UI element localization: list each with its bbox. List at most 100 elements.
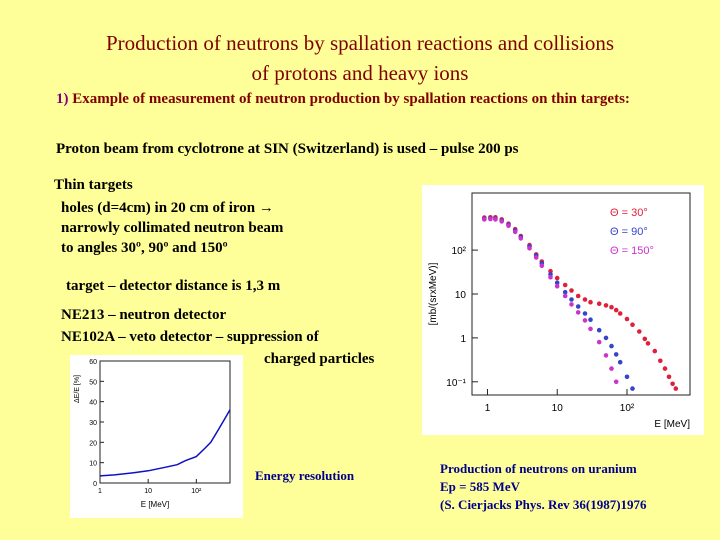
y-tick-label: 50 (89, 379, 97, 386)
neutron-spectrum-svg: 1 10 10² 10⁻¹ 1 10 10² E [MeV] [mb/(srxMeV)] Θ = … (428, 192, 691, 430)
data-point (562, 293, 568, 299)
data-point (658, 358, 663, 364)
data-point (670, 381, 675, 387)
y-tick-label: 10² (452, 246, 467, 257)
data-point (582, 318, 588, 323)
x-axis-label: E [MeV] (654, 419, 690, 430)
data-point (603, 353, 609, 358)
data-point (662, 366, 668, 371)
data-point (554, 275, 560, 281)
x-tick-label: 1 (98, 488, 102, 495)
y-tick-label: 0 (93, 481, 97, 488)
legend-entry: Θ = 30° (610, 207, 648, 219)
data-point (588, 317, 593, 322)
detector-line-1: NE213 – neutron detector (61, 307, 227, 323)
intro-number: 1) (56, 91, 69, 107)
data-point (637, 329, 642, 334)
data-point (624, 374, 630, 380)
data-point (582, 297, 588, 302)
data-point (588, 299, 593, 305)
production-caption-1: Production of neutrons on uranium (440, 461, 637, 476)
title-line-1: Production of neutrons by spallation rea… (106, 31, 614, 55)
x-tick-label: 1 (485, 403, 491, 414)
data-point (588, 326, 593, 332)
data-point (512, 229, 518, 235)
data-point (548, 275, 553, 280)
thin-targets-line-3: to angles 30º, 90º and 150º (61, 240, 228, 256)
data-point (506, 223, 511, 228)
production-caption-3: (S. Cierjacks Phys. Rev 36(1987)1976 (440, 497, 647, 512)
data-point (617, 311, 623, 316)
data-point (569, 297, 574, 302)
data-point (596, 301, 602, 306)
data-point (533, 255, 539, 260)
data-point (562, 282, 568, 288)
data-point (539, 263, 545, 269)
data-point (613, 379, 619, 385)
data-point (493, 217, 498, 222)
data-point (652, 348, 658, 354)
data-point (609, 366, 614, 371)
y-axis-label: ΔE/E [%] (74, 375, 81, 403)
y-tick-label: 10⁻¹ (446, 378, 466, 389)
data-point (554, 280, 560, 286)
intro-text: Example of measurement of neutron produc… (72, 91, 630, 107)
plot-frame (99, 360, 231, 484)
detector-line-2: NE102A – veto detector – suppression of (61, 329, 319, 345)
data-point (603, 335, 609, 341)
data-point (488, 216, 493, 222)
data-point (548, 268, 553, 274)
legend-entry: Θ = 150° (610, 245, 654, 257)
y-tick-label: 60 (89, 359, 97, 366)
energy-resolution-caption: Energy resolution (255, 468, 355, 483)
energy-resolution-chart: 0 10 20 30 40 50 60 1 10 10² E [MeV] ΔE/E [%] (70, 355, 243, 518)
x-tick-label: 10² (191, 488, 202, 495)
y-tick-label: 20 (89, 440, 97, 447)
data-point (630, 386, 635, 391)
data-point (554, 284, 560, 289)
title-line-2: of protons and heavy ions (251, 61, 469, 85)
data-point (673, 386, 679, 391)
data-point (499, 219, 504, 224)
y-tick-label: 40 (89, 400, 97, 407)
y-tick-label: 10 (89, 461, 97, 468)
y-axis-label: [mb/(srxMeV)] (428, 262, 439, 325)
thin-targets-line-1: holes (d=4cm) in 20 cm of iron → (61, 200, 274, 216)
data-point (518, 236, 524, 241)
page-title: Production of neutrons by spallation rea… (0, 28, 720, 88)
data-point (569, 288, 574, 293)
data-point (645, 341, 651, 346)
data-point (613, 352, 619, 357)
energy-resolution-svg: 0 10 20 30 40 50 60 1 10 10² E [MeV] ΔE/E [%] (74, 359, 231, 509)
data-point (613, 307, 619, 313)
neutron-spectrum-chart: 1 10 10² 10⁻¹ 1 10 10² E [MeV] [mb/(srxMeV)] Θ = … (422, 185, 704, 435)
distance-text: target – detector distance is 1,3 m (66, 278, 281, 294)
thin-targets-line-2: narrowly collimated neutron beam (61, 220, 284, 236)
data-point (575, 310, 581, 315)
thin-targets-heading: Thin targets (54, 177, 133, 193)
data-point (527, 246, 532, 251)
legend-entry: Θ = 90° (610, 226, 648, 238)
x-tick-label: 10 (552, 403, 564, 414)
data-point (609, 343, 614, 349)
intro-paragraph: 1) Example of measurement of neutron pro… (56, 90, 706, 109)
data-point (596, 339, 602, 345)
data-point (624, 316, 630, 322)
data-point (562, 289, 568, 295)
y-tick-label: 10 (455, 290, 467, 301)
data-point (630, 322, 635, 327)
x-tick-label: 10² (620, 403, 635, 414)
proton-beam-text: Proton beam from cyclotrone at SIN (Swit… (56, 141, 519, 157)
y-tick-label: 30 (89, 420, 97, 427)
data-point (642, 336, 648, 342)
plot-frame (471, 192, 691, 396)
data-point (569, 302, 574, 307)
data-point (582, 311, 588, 316)
data-point (617, 359, 623, 365)
y-tick-label: 1 (460, 334, 466, 345)
data-point (575, 293, 581, 299)
data-point (482, 217, 487, 222)
production-caption-2: Ep = 585 MeV (440, 479, 520, 494)
detector-line-3: charged particles (264, 351, 375, 367)
data-point (603, 303, 609, 308)
